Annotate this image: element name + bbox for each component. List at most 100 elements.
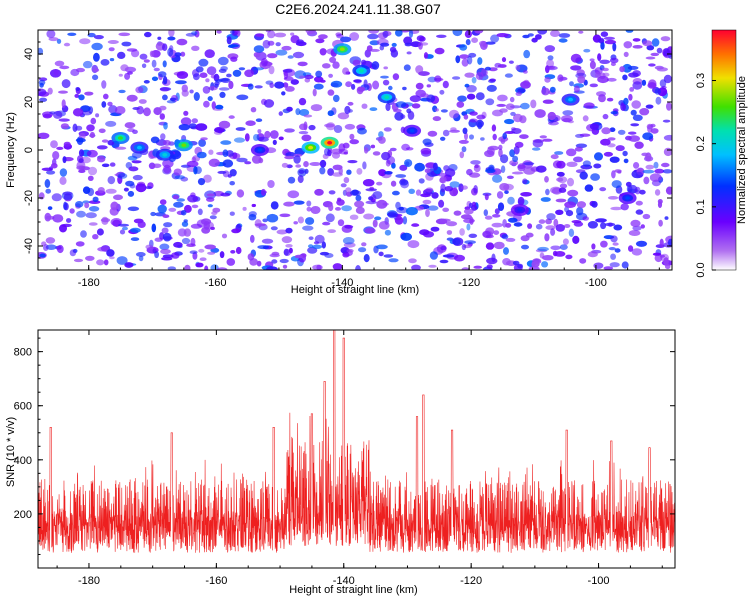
heatmap-speckle bbox=[498, 148, 503, 158]
heatmap-speckle bbox=[490, 34, 500, 43]
heatmap-speckle bbox=[497, 94, 508, 102]
heatmap-speckle bbox=[337, 197, 342, 202]
heatmap-speckle bbox=[547, 121, 559, 126]
heatmap-speckle bbox=[422, 138, 432, 146]
colorbar-label: Normalized spectral amplitude bbox=[736, 76, 748, 224]
heatmap-speckle bbox=[260, 188, 266, 196]
heatmap-speckle bbox=[458, 139, 469, 144]
heatmap-speckle bbox=[555, 198, 567, 203]
heatmap-speckle bbox=[145, 186, 153, 190]
heatmap-speckle bbox=[622, 150, 628, 157]
heatmap-speckle bbox=[338, 148, 349, 155]
heatmap-speckle bbox=[658, 219, 663, 227]
heatmap-speckle bbox=[493, 241, 505, 250]
heatmap-speckle bbox=[515, 64, 521, 71]
heatmap-speckle bbox=[290, 79, 299, 85]
heatmap-feature-peak bbox=[358, 69, 364, 73]
heatmap-speckle bbox=[87, 32, 96, 38]
heatmap-speckle bbox=[199, 257, 207, 262]
heatmap-speckle bbox=[162, 139, 171, 146]
heatmap-speckle bbox=[366, 45, 373, 52]
heatmap-speckle bbox=[247, 253, 255, 261]
heatmap-speckle bbox=[230, 30, 235, 34]
heatmap-speckle bbox=[92, 68, 100, 73]
heatmap-speckle bbox=[667, 238, 672, 247]
heatmap-speckle bbox=[628, 135, 640, 142]
heatmap-speckle bbox=[471, 76, 477, 84]
heatmap-speckle bbox=[63, 42, 71, 47]
heatmap-speckle bbox=[387, 210, 399, 219]
heatmap-speckle bbox=[316, 264, 322, 270]
heatmap-speckle bbox=[161, 227, 169, 234]
heatmap-speckle bbox=[361, 103, 368, 109]
heatmap-speckle bbox=[299, 109, 310, 116]
heatmap-speckle bbox=[235, 127, 246, 131]
heatmap-speckle bbox=[319, 159, 327, 168]
heatmap-speckle bbox=[321, 241, 326, 249]
heatmap-speckle bbox=[193, 92, 200, 101]
heatmap-speckle bbox=[617, 129, 626, 135]
heatmap-speckle bbox=[167, 36, 176, 41]
heatmap-y-axis-label: Frequency (Hz) bbox=[5, 112, 17, 188]
heatmap-speckle bbox=[514, 141, 524, 148]
heatmap-speckle bbox=[263, 99, 275, 108]
heatmap-speckle bbox=[484, 66, 492, 71]
heatmap-speckle bbox=[627, 65, 639, 70]
heatmap-speckle bbox=[105, 120, 117, 127]
heatmap-speckle bbox=[349, 32, 360, 41]
figure-title: C2E6.2024.241.11.38.G07 bbox=[275, 1, 441, 17]
heatmap-speckle bbox=[59, 224, 67, 233]
heatmap-speckle bbox=[108, 105, 118, 114]
heatmap-speckle bbox=[251, 155, 262, 164]
heatmap-speckle bbox=[578, 30, 584, 34]
heatmap-speckle bbox=[582, 216, 589, 221]
heatmap-speckle bbox=[242, 206, 247, 211]
heatmap-speckle bbox=[310, 206, 321, 214]
heatmap-speckle bbox=[480, 137, 485, 141]
heatmap-speckle bbox=[132, 174, 143, 181]
heatmap-speckle bbox=[438, 199, 445, 208]
heatmap-speckle bbox=[118, 89, 126, 94]
heatmap-y-tick-label: 0 bbox=[23, 147, 35, 153]
heatmap-speckle bbox=[281, 91, 286, 96]
heatmap-speckle bbox=[204, 265, 209, 270]
heatmap-speckle bbox=[135, 183, 147, 193]
snr-axes: -180 -160 -140 -120 -100 200 400 600 800 bbox=[14, 330, 675, 587]
heatmap-speckle bbox=[130, 237, 140, 242]
heatmap-speckle bbox=[601, 127, 611, 135]
heatmap-speckle bbox=[389, 147, 397, 152]
heatmap-speckle bbox=[215, 104, 224, 110]
heatmap-speckle bbox=[620, 203, 629, 211]
heatmap-speckle bbox=[342, 237, 355, 245]
heatmap-speckle bbox=[482, 231, 492, 238]
heatmap-texture bbox=[38, 30, 672, 270]
heatmap-speckle bbox=[554, 251, 566, 257]
heatmap-speckle bbox=[58, 118, 70, 122]
heatmap-speckle bbox=[659, 254, 666, 258]
heatmap-speckle bbox=[537, 30, 548, 35]
heatmap-speckle bbox=[482, 43, 488, 48]
heatmap-speckle bbox=[357, 86, 366, 92]
heatmap-speckle bbox=[297, 175, 304, 184]
heatmap-speckle bbox=[148, 162, 156, 170]
heatmap-speckle bbox=[174, 175, 185, 180]
heatmap-speckle bbox=[72, 123, 78, 132]
heatmap-speckle bbox=[61, 79, 71, 89]
heatmap-speckle bbox=[96, 259, 105, 266]
heatmap-feature-peak bbox=[136, 145, 142, 150]
heatmap-speckle bbox=[41, 167, 53, 171]
heatmap-speckle bbox=[361, 242, 367, 247]
heatmap-speckle bbox=[461, 58, 469, 67]
heatmap-speckle bbox=[216, 267, 228, 270]
heatmap-speckle bbox=[349, 190, 361, 196]
heatmap-speckle bbox=[75, 201, 84, 208]
heatmap-speckle bbox=[78, 169, 86, 173]
heatmap-speckle bbox=[86, 124, 95, 132]
heatmap-speckle bbox=[309, 162, 322, 166]
heatmap-speckle bbox=[434, 75, 442, 83]
heatmap-speckle bbox=[261, 58, 268, 67]
heatmap-speckle bbox=[342, 67, 350, 75]
heatmap-speckle bbox=[244, 69, 255, 78]
heatmap-speckle bbox=[228, 115, 235, 119]
heatmap-speckle bbox=[106, 249, 115, 257]
